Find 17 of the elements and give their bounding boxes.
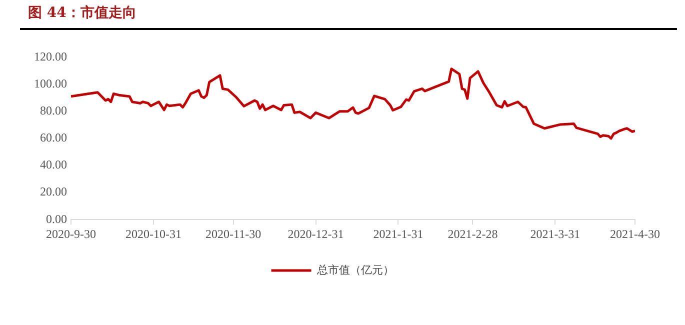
y-tick-label: 0.00 (46, 212, 67, 226)
x-tick-label: 2020-10-31 (125, 226, 182, 241)
legend-label: 总市值（亿元） (316, 263, 394, 276)
y-tick-label: 100.00 (34, 76, 67, 90)
y-tick-label: 120.00 (34, 49, 67, 64)
y-tick-label: 20.00 (40, 184, 67, 199)
y-tick-label: 40.00 (40, 158, 67, 172)
x-tick-label: 2020-11-30 (206, 226, 262, 241)
y-tick-label: 80.00 (40, 103, 67, 118)
x-tick-label: 2021-1-31 (373, 226, 424, 241)
x-tick-label: 2021-3-31 (530, 226, 580, 241)
x-tick-label: 2020-9-30 (46, 226, 96, 241)
chart-title: 图 44：市值走向 (28, 4, 136, 22)
x-tick-label: 2021-2-28 (448, 226, 498, 241)
x-tick-label: 2021-4-30 (610, 226, 660, 241)
x-tick-label: 2020-12-31 (288, 226, 344, 241)
y-tick-label: 60.00 (40, 130, 67, 145)
